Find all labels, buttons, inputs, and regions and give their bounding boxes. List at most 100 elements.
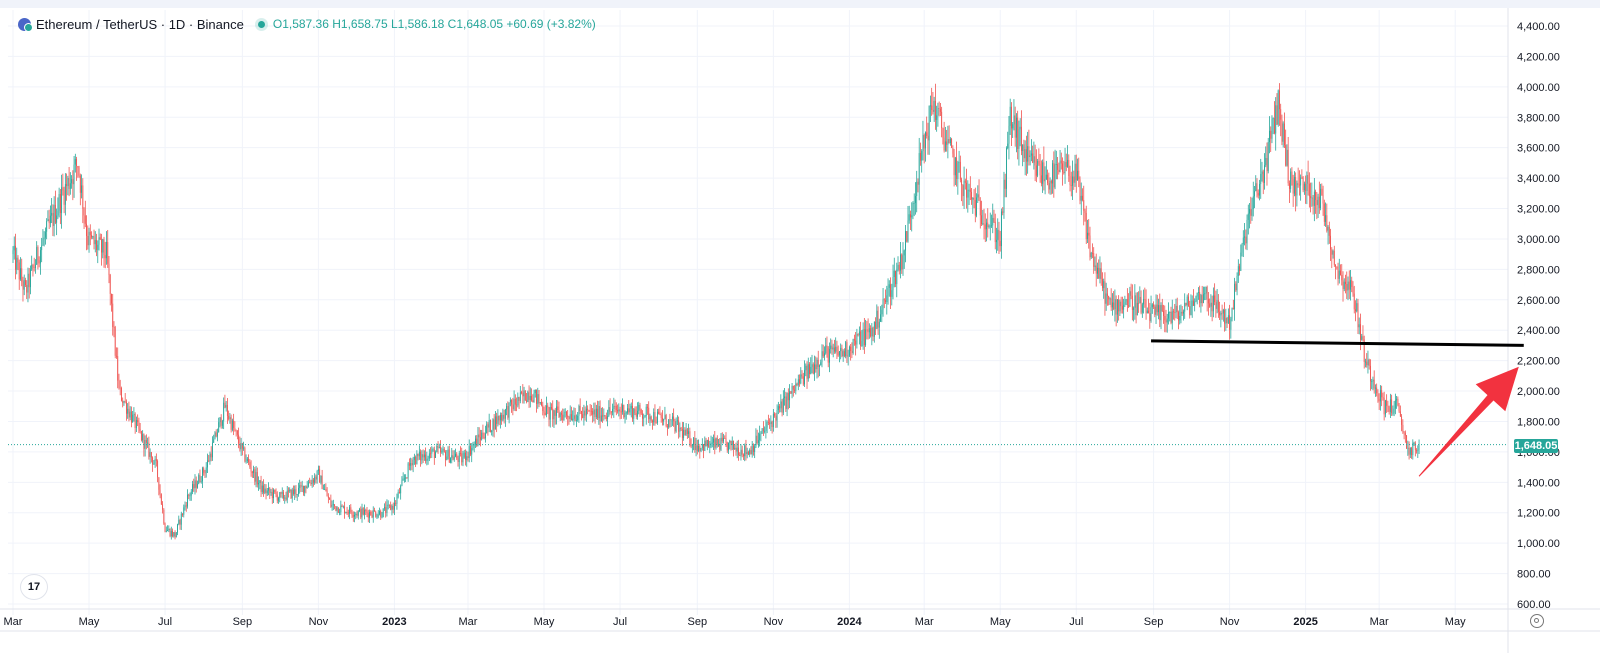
- candle-body: [1155, 304, 1157, 315]
- candle: [319, 465, 321, 483]
- candle: [1153, 301, 1154, 309]
- candle: [1281, 114, 1283, 146]
- candle: [1312, 194, 1314, 215]
- candle: [172, 528, 174, 538]
- candle: [458, 450, 460, 470]
- candle-body: [194, 480, 196, 489]
- candle: [997, 218, 999, 251]
- candle: [230, 414, 232, 433]
- candle: [356, 510, 358, 518]
- candle-body: [249, 462, 251, 467]
- candle-body: [497, 415, 499, 424]
- candle-body: [491, 430, 493, 432]
- candle: [91, 231, 92, 240]
- candle: [1337, 262, 1339, 286]
- candle: [993, 209, 995, 223]
- symbol-title[interactable]: Ethereum / TetherUS · 1D · Binance: [36, 16, 244, 32]
- candle: [733, 440, 734, 457]
- candle: [61, 174, 63, 229]
- candle: [63, 186, 65, 214]
- candle-body: [322, 488, 324, 490]
- candle: [1230, 316, 1232, 339]
- candle: [771, 420, 773, 434]
- candle: [138, 417, 140, 434]
- candle-body: [937, 108, 939, 116]
- candle-body: [248, 458, 250, 463]
- candle: [153, 460, 155, 465]
- candle: [1114, 289, 1116, 322]
- candle-body: [479, 437, 481, 440]
- candle: [963, 166, 965, 210]
- candle: [959, 155, 961, 183]
- candle-body: [659, 414, 661, 415]
- candle: [819, 364, 820, 377]
- candle: [892, 264, 894, 300]
- candle: [838, 351, 840, 363]
- candle-body: [1372, 379, 1374, 382]
- candle: [137, 414, 139, 427]
- candle-body: [895, 270, 896, 285]
- candle: [174, 530, 176, 540]
- candle-body: [157, 460, 159, 478]
- candle-body: [31, 264, 33, 270]
- candle-body: [842, 351, 844, 357]
- candle-body: [46, 221, 48, 232]
- candle: [346, 506, 348, 515]
- candle: [432, 447, 434, 452]
- candle-body: [892, 277, 894, 291]
- candle: [320, 475, 322, 485]
- candle-body: [770, 421, 772, 424]
- candle-body: [681, 428, 683, 438]
- candle-body: [381, 517, 383, 518]
- candle: [1224, 302, 1226, 332]
- candle-body: [20, 268, 21, 280]
- candle: [1002, 207, 1004, 216]
- candle: [339, 508, 341, 516]
- candle-body: [314, 476, 316, 483]
- candle-body: [239, 443, 241, 450]
- candle: [1023, 139, 1025, 163]
- candle-body: [1224, 309, 1226, 324]
- candle: [811, 354, 813, 374]
- symbol-legend[interactable]: Ethereum / TetherUS · 1D · Binance O1,58…: [18, 14, 596, 34]
- candle: [770, 415, 772, 432]
- candle-body: [219, 417, 221, 423]
- tradingview-logo-icon[interactable]: 17: [20, 574, 48, 600]
- candle-body: [630, 405, 632, 409]
- candle: [28, 268, 30, 299]
- candle-body: [694, 437, 696, 450]
- candle: [205, 462, 207, 478]
- candle-body: [1190, 306, 1192, 316]
- candle: [1042, 159, 1044, 193]
- candle-body: [829, 349, 830, 363]
- candle-body: [1399, 411, 1401, 417]
- y-tick-label: 800.00: [1517, 569, 1551, 581]
- candle-body: [1307, 175, 1309, 184]
- candle: [1207, 292, 1209, 316]
- candle: [902, 242, 904, 276]
- settings-gear-icon[interactable]: [1530, 614, 1544, 628]
- candle: [62, 173, 64, 196]
- candle: [1077, 158, 1078, 181]
- candle: [1118, 295, 1120, 321]
- candle: [825, 337, 827, 355]
- candle-body: [972, 197, 974, 200]
- candle-body: [82, 185, 84, 209]
- candle-body: [43, 237, 45, 240]
- candle: [388, 504, 390, 509]
- candle: [888, 280, 890, 297]
- candle: [908, 205, 910, 224]
- candle: [547, 402, 549, 415]
- candle-body: [320, 475, 322, 483]
- candle-body: [197, 483, 198, 488]
- candle: [331, 500, 333, 511]
- candle: [1075, 154, 1077, 193]
- candle: [1024, 140, 1026, 176]
- candle-body: [709, 446, 711, 448]
- candle: [774, 412, 776, 418]
- candle-body: [514, 399, 516, 405]
- candle: [1305, 175, 1307, 204]
- candle-body: [1280, 109, 1282, 120]
